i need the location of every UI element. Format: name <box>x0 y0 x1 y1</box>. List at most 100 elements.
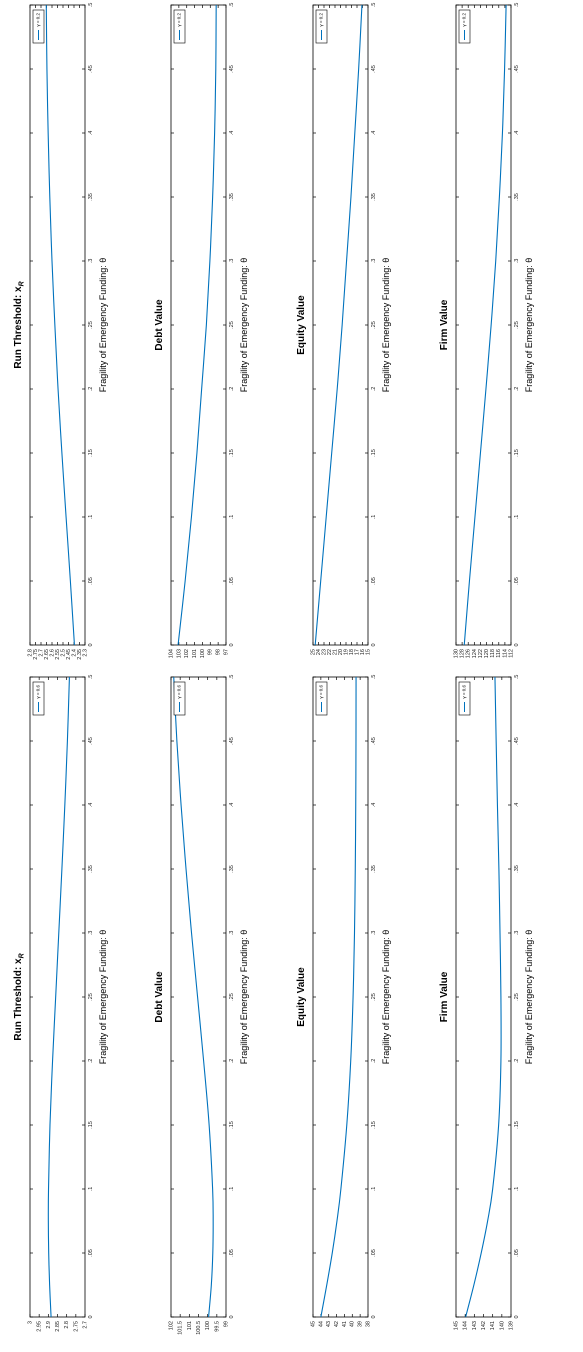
series-line <box>173 676 214 1318</box>
x-tick-label: .45 <box>514 65 520 73</box>
x-axis-label: Fragility of Emergency Funding: θ <box>524 930 534 1065</box>
y-tick-label: 143 <box>472 1321 478 1330</box>
x-tick-label: .45 <box>88 737 94 745</box>
x-tick-label: .35 <box>229 865 235 873</box>
legend-label: γ = 0.6 <box>319 685 324 699</box>
y-tick-label: 2.45 <box>66 649 72 660</box>
x-tick-label: .05 <box>371 577 377 585</box>
y-tick-label: 40 <box>350 1321 356 1327</box>
y-tick-label: 142 <box>481 1321 487 1330</box>
plot-frame <box>29 676 86 1318</box>
x-tick-label: .45 <box>229 65 235 73</box>
x-tick-label: 0 <box>514 643 520 646</box>
chart-title: Firm Value <box>439 971 450 1022</box>
legend-box <box>315 681 328 716</box>
x-tick-label: .2 <box>371 1059 377 1064</box>
y-tick-label: 97 <box>223 649 229 655</box>
y-tick-label: 122 <box>478 649 484 658</box>
x-tick-label: .35 <box>514 193 520 201</box>
y-tick-label: 20 <box>338 649 344 655</box>
chart-panel-1: 0 .05 .1 .15 .2 .25 .3 .35 .4 .45 .5 2.32.352.42.45… <box>13 3 108 660</box>
chart-title: Equity Value <box>296 967 307 1027</box>
x-tick-label: .25 <box>229 993 235 1001</box>
plot-frame <box>312 4 369 646</box>
y-tick-label: 22 <box>327 649 333 655</box>
x-tick-label: .15 <box>229 449 235 457</box>
chart-panel-3: 0 .05 .1 .15 .2 .25 .3 .35 .4 .45 .5 15161718192021… <box>296 3 391 655</box>
legend-label: γ = 0.2 <box>319 13 324 27</box>
x-tick-label: .45 <box>371 65 377 73</box>
chart-title: Firm Value <box>439 299 450 350</box>
y-tick-label: 2.4 <box>71 649 77 657</box>
x-axis-label: Fragility of Emergency Funding: θ <box>98 930 108 1065</box>
legend-box <box>32 681 45 716</box>
x-tick-label: .5 <box>514 675 520 680</box>
x-tick-label: .35 <box>371 865 377 873</box>
x-tick-label: .2 <box>229 1059 235 1064</box>
y-tick-label: 102 <box>184 649 190 658</box>
x-tick-label: .2 <box>88 1059 94 1064</box>
x-tick-label: .05 <box>514 1249 520 1257</box>
y-tick-label: 2.5 <box>60 649 66 657</box>
x-tick-label: .5 <box>371 3 377 8</box>
x-tick-label: .45 <box>514 737 520 745</box>
x-tick-label: .5 <box>88 3 94 8</box>
x-tick-label: .1 <box>229 1187 235 1192</box>
chart-panel-4: 0.05.1.15.2.25.3.35.4.45.511211411611812… <box>439 3 534 658</box>
x-tick-label: .25 <box>514 993 520 1001</box>
x-tick-label: .4 <box>229 131 235 136</box>
x-tick-label: .3 <box>371 259 377 264</box>
x-tick-label: 0 <box>371 1315 377 1318</box>
y-tick-label: 2.65 <box>44 649 50 660</box>
y-tick-label: 101.5 <box>178 1321 184 1335</box>
x-tick-label: .05 <box>514 577 520 585</box>
x-tick-label: .3 <box>88 931 94 936</box>
y-tick-label: 130 <box>453 649 459 658</box>
x-tick-label: .4 <box>371 803 377 808</box>
x-tick-label: .2 <box>514 1059 520 1064</box>
y-tick-label: 114 <box>502 649 508 658</box>
y-tick-label: 23 <box>321 649 327 655</box>
x-axis-label: Fragility of Emergency Funding: θ <box>98 258 108 393</box>
x-tick-label: .35 <box>371 193 377 201</box>
y-tick-label: 99 <box>223 1321 229 1327</box>
y-tick-label: 2.6 <box>49 649 55 657</box>
x-tick-label: .4 <box>514 131 520 136</box>
x-tick-label: 0 <box>371 643 377 646</box>
x-tick-label: .2 <box>371 387 377 392</box>
y-tick-label: 141 <box>490 1321 496 1330</box>
y-tick-label: 2.35 <box>77 649 83 660</box>
legend-label: γ = 0.6 <box>177 685 182 699</box>
x-tick-label: .4 <box>88 131 94 136</box>
y-tick-label: 38 <box>365 1321 371 1327</box>
x-tick-label: .3 <box>514 931 520 936</box>
y-tick-label: 2.9 <box>46 1321 52 1329</box>
x-axis-label: Fragility of Emergency Funding: θ <box>239 258 249 393</box>
y-tick-label: 24 <box>316 649 322 655</box>
y-tick-label: 124 <box>472 649 478 658</box>
chart-title: Debt Value <box>154 299 165 351</box>
chart-panel-8: 0.05.1.15.2.25.3.35.4.45.513914014114214… <box>439 675 534 1330</box>
y-tick-label: 116 <box>496 649 502 658</box>
x-tick-label: .4 <box>371 131 377 136</box>
x-tick-label: .45 <box>371 737 377 745</box>
x-axis-label: Fragility of Emergency Funding: θ <box>381 930 391 1065</box>
y-tick-label: 101 <box>192 649 198 658</box>
x-tick-label: 0 <box>88 643 94 646</box>
x-tick-label: .15 <box>229 1121 235 1129</box>
x-tick-label: .5 <box>88 675 94 680</box>
legend-box <box>458 681 471 716</box>
x-tick-label: .2 <box>514 387 520 392</box>
x-tick-label: .15 <box>371 1121 377 1129</box>
x-tick-label: 0 <box>514 1315 520 1318</box>
x-tick-label: 0 <box>229 1315 235 1318</box>
chart-title: Debt Value <box>154 971 165 1023</box>
x-tick-label: .3 <box>371 931 377 936</box>
x-tick-label: .05 <box>229 1249 235 1257</box>
legend-label: γ = 0.6 <box>462 685 467 699</box>
chart-panel-2: 0.05.1.15.2.25.3.35.4.45.597989910010110… <box>154 3 249 658</box>
x-tick-label: .35 <box>229 193 235 201</box>
series-line <box>45 4 75 646</box>
y-tick-label: 17 <box>354 649 360 655</box>
